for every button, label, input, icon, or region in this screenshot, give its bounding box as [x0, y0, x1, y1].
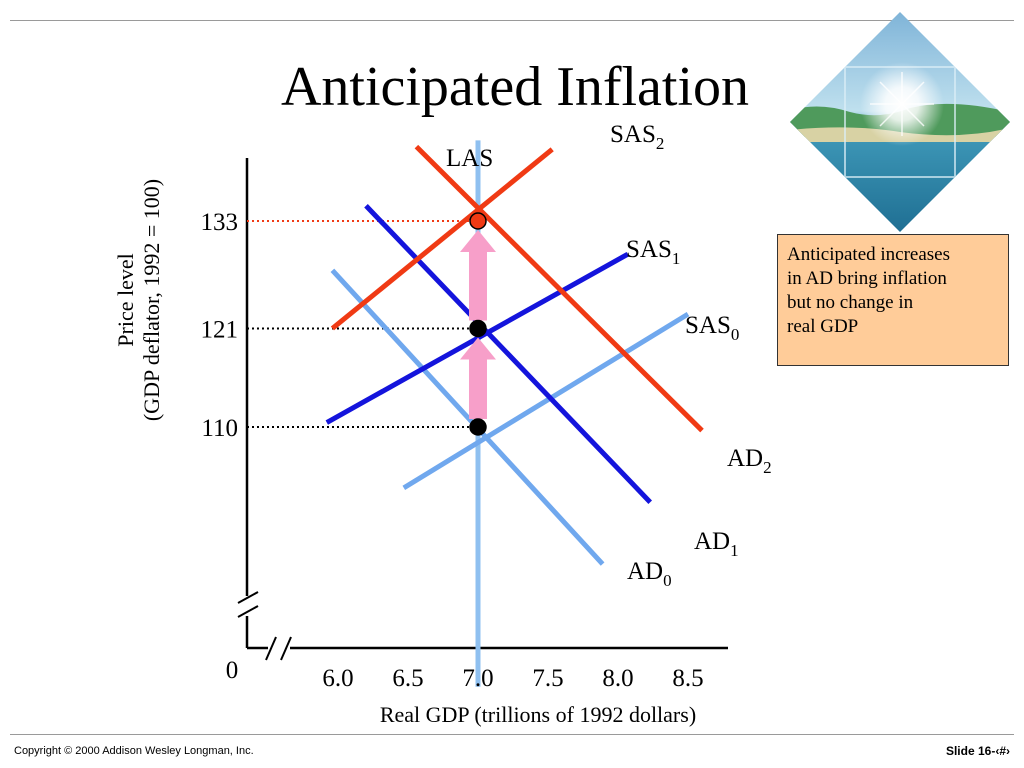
series-label-ad0: AD0: [627, 558, 672, 590]
y-axis-break-mark: [237, 591, 259, 604]
series-line-sas0: [402, 312, 690, 491]
equilibrium-point: [469, 212, 487, 230]
tropical-island-icon: [790, 12, 1010, 232]
x-axis-break-mark: [265, 636, 277, 661]
annotation-note: Anticipated increases in AD bring inflat…: [777, 234, 1009, 366]
shift-arrow: [460, 230, 496, 321]
x-axis-title: Real GDP (trillions of 1992 dollars): [380, 702, 696, 727]
y-tick-label: 133: [201, 209, 239, 236]
series-line-ad2: [414, 144, 704, 433]
series-line-ad0: [330, 268, 605, 566]
series-label-ad1: AD1: [694, 528, 739, 560]
y-axis-break-mark: [237, 605, 259, 618]
top-rule: [10, 20, 1014, 21]
bottom-rule: [10, 734, 1014, 735]
series-label-sas0: SAS0: [685, 312, 739, 344]
origin-label: 0: [226, 657, 239, 684]
slide-title: Anticipated Inflation: [280, 56, 750, 118]
series-label-sas1: SAS1: [626, 236, 680, 268]
series-line-sas1: [325, 251, 630, 425]
equilibrium-point: [469, 319, 487, 338]
x-tick-label: 8.5: [672, 665, 703, 692]
x-tick-label: 8.0: [602, 665, 633, 692]
equilibrium-point: [469, 418, 487, 436]
series-label-ad2: AD2: [727, 445, 772, 477]
series-label-sas2: SAS2: [610, 121, 664, 153]
y-axis-title: Price level(GDP deflator, 1992 = 100): [113, 179, 164, 421]
y-tick-label: 121: [201, 316, 239, 343]
slide-number: Slide 16-‹#›: [945, 744, 1010, 758]
x-tick-label: 7.5: [532, 665, 563, 692]
shift-arrow: [460, 337, 496, 419]
y-tick-label: 110: [201, 415, 238, 442]
series-line-sas2: [330, 147, 554, 331]
copyright-text: Copyright © 2000 Addison Wesley Longman,…: [14, 745, 254, 757]
x-axis-break-mark: [280, 636, 292, 661]
x-tick-label: 6.0: [322, 665, 353, 692]
x-tick-label: 6.5: [392, 665, 423, 692]
series-label-las: LAS: [446, 145, 493, 172]
series-line-ad1: [364, 204, 653, 504]
x-tick-label: 7.0: [462, 665, 493, 692]
